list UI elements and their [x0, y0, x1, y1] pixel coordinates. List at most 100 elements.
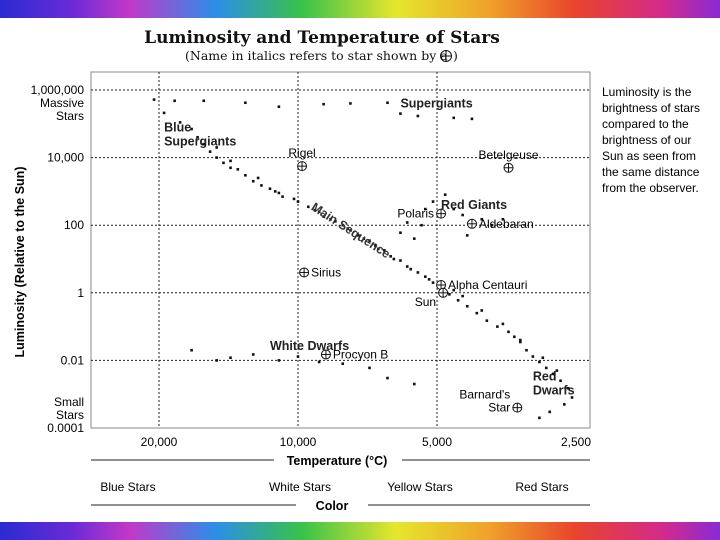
grid: [91, 72, 590, 428]
side-note-line-3: brightness of our: [602, 133, 691, 147]
data-point-6: [349, 102, 352, 105]
data-point-18: [215, 156, 218, 159]
data-point-52: [513, 335, 516, 339]
data-point-97: [399, 231, 402, 234]
data-point-37: [383, 249, 386, 252]
side-note-line-0: Luminosity is the: [602, 85, 692, 99]
star-label-8-a: Barnard's: [459, 388, 510, 402]
data-point-78: [427, 278, 431, 281]
color-label-2: Yellow Stars: [387, 480, 453, 494]
region-label-0-0: Blue: [164, 120, 191, 134]
data-point-85: [555, 369, 559, 372]
data-point-98: [405, 221, 409, 224]
star-label-4: Sirius: [311, 265, 341, 279]
side-note-line-4: Sun as seen from: [602, 149, 696, 163]
plot-frame: [90, 71, 591, 429]
data-point-61: [570, 396, 574, 399]
x-tick-label-3: 2,500: [561, 435, 591, 449]
data-point-102: [251, 353, 255, 356]
y-tick-label-2: 100: [64, 218, 84, 232]
color-label-1: White Stars: [269, 480, 331, 494]
data-point-41: [416, 271, 420, 274]
data-point-5: [322, 102, 325, 106]
data-point-4: [277, 105, 281, 109]
data-point-88: [424, 207, 427, 211]
data-point-73: [346, 227, 350, 230]
data-point-12: [162, 111, 166, 115]
data-point-7: [386, 101, 389, 105]
data-point-84: [541, 356, 545, 360]
data-point-64: [538, 416, 541, 420]
data-point-0: [152, 98, 156, 101]
data-point-14: [190, 127, 193, 131]
color-labels: Blue Stars White Stars Yellow Stars Red Sta…: [100, 480, 568, 494]
data-point-43: [431, 281, 435, 284]
y-extra-label-0-0: Massive: [40, 96, 84, 110]
data-point-92: [461, 213, 464, 217]
data-point-76: [392, 257, 396, 261]
data-point-16: [202, 142, 206, 146]
data-point-69: [273, 190, 277, 193]
data-point-108: [386, 376, 389, 380]
data-point-20: [229, 166, 232, 170]
star-marker-6: [438, 287, 449, 298]
data-point-53: [519, 340, 522, 344]
star-label-7: Procyon B: [333, 347, 388, 361]
data-point-51: [507, 330, 510, 334]
x-tick-label-2: 5,000: [422, 435, 452, 449]
data-point-65: [215, 146, 218, 149]
y-extra-label-1-1: Stars: [56, 408, 84, 422]
y-tick-label-1: 10,000: [47, 151, 84, 165]
data-point-70: [292, 197, 296, 201]
data-point-35: [368, 239, 371, 242]
region-label-4-0: Red: [533, 370, 557, 384]
star-label-1: Betelgeuse: [479, 148, 539, 162]
star-marker-8: [512, 402, 523, 413]
data-point-42: [424, 275, 427, 278]
data-point-17: [208, 150, 212, 153]
data-point-27: [296, 200, 300, 203]
data-point-83: [519, 338, 522, 342]
data-point-2: [202, 99, 206, 103]
data-point-109: [412, 382, 416, 386]
data-point-38: [389, 255, 392, 258]
data-point-45: [448, 293, 451, 296]
data-point-87: [420, 223, 423, 227]
data-point-60: [566, 386, 570, 390]
side-note: Luminosity is the brightness of stars comp…: [602, 85, 700, 195]
data-point-46: [456, 298, 460, 302]
x-tick-label-0: 20,000: [141, 435, 178, 449]
data-point-11: [470, 117, 474, 121]
data-point-31: [334, 220, 337, 223]
side-note-line-1: brightness of stars: [602, 101, 700, 115]
star-label-5: Alpha Centauri: [448, 278, 527, 292]
data-point-59: [559, 379, 562, 383]
data-point-10: [452, 116, 456, 120]
data-point-29: [317, 210, 321, 214]
y-tick-label-5: 0.0001: [47, 421, 84, 435]
data-point-40: [405, 265, 409, 268]
data-point-1: [173, 99, 176, 103]
data-point-19: [222, 161, 225, 165]
main-sequence-label: Main Sequence: [309, 200, 393, 261]
data-point-57: [544, 366, 548, 370]
data-point-99: [190, 348, 193, 352]
region-label-2-0: Red Giants: [441, 198, 507, 212]
x-axis-label: Temperature (°C): [287, 454, 388, 468]
data-point-48: [475, 311, 479, 315]
region-label-3-0: White Dwarfs: [270, 339, 349, 353]
data-point-26: [281, 195, 284, 198]
data-point-72: [329, 217, 332, 221]
data-point-103: [277, 359, 281, 362]
data-point-36: [374, 244, 377, 247]
named-stars: Rigel Betelgeuse Polaris Aldebaran Sirius Alp…: [288, 146, 539, 415]
data-point-68: [256, 176, 260, 180]
data-point-90: [443, 193, 447, 196]
data-point-91: [452, 207, 456, 211]
data-point-106: [341, 362, 345, 365]
side-note-line-6: from the observer.: [602, 181, 699, 195]
y-axis-label: Luminosity (Relative to the Sun): [13, 167, 27, 358]
y-tick-label-3: 1: [77, 286, 84, 300]
data-point-13: [178, 121, 182, 124]
